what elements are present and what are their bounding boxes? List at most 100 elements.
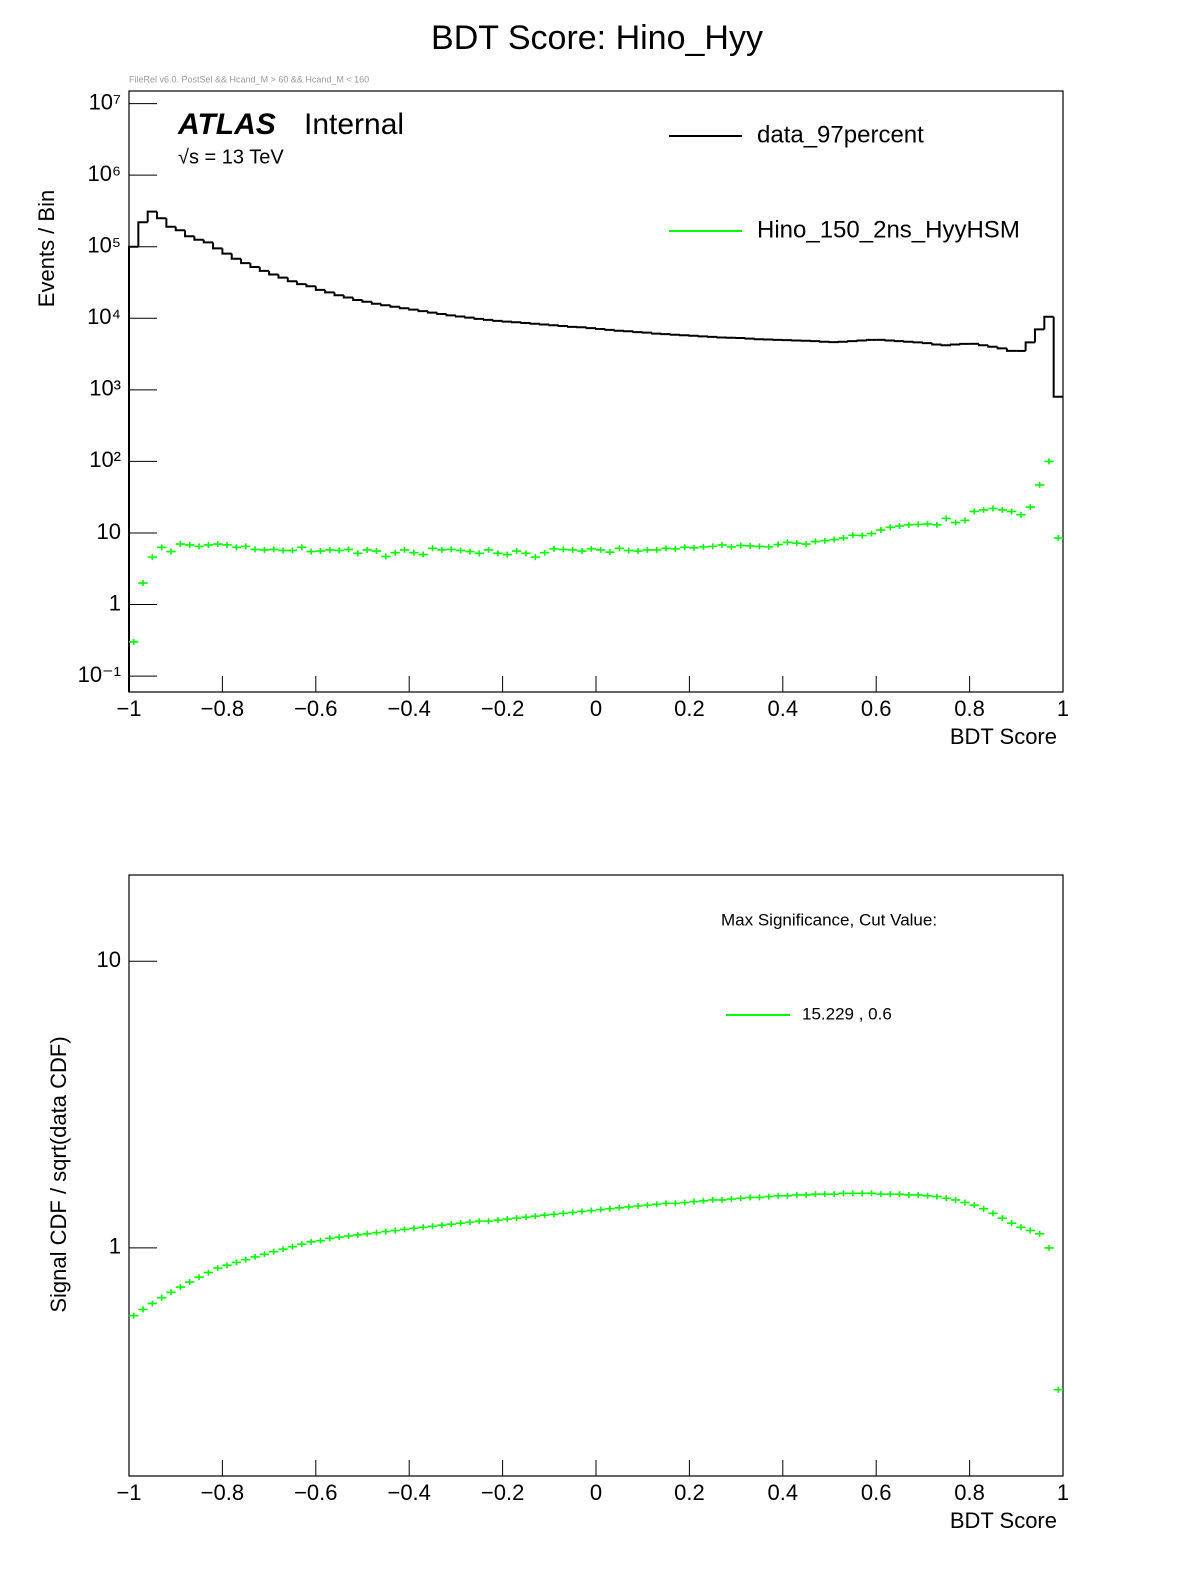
marker xyxy=(213,541,223,548)
histogram-step xyxy=(454,315,466,318)
marker xyxy=(539,549,550,556)
marker xyxy=(334,547,344,554)
histogram-step xyxy=(398,306,410,310)
histogram-step xyxy=(595,327,606,330)
marker xyxy=(399,546,410,553)
marker xyxy=(269,1248,279,1255)
histogram-step xyxy=(753,338,765,341)
histogram-step xyxy=(510,321,522,324)
marker xyxy=(259,1251,270,1258)
marker xyxy=(166,548,176,555)
histogram-step xyxy=(464,316,475,319)
marker xyxy=(241,543,251,550)
marker xyxy=(157,1294,167,1301)
histogram-step xyxy=(174,226,186,232)
marker xyxy=(567,546,578,553)
y-axis-title: Events / Bin xyxy=(34,190,59,307)
x-tick-label: −0.2 xyxy=(481,1480,524,1505)
marker xyxy=(726,1196,737,1203)
marker xyxy=(614,545,625,552)
marker xyxy=(446,546,456,553)
histogram-step xyxy=(193,236,204,241)
histogram-step xyxy=(389,305,400,308)
marker xyxy=(904,521,914,528)
x-axis-title: BDT Score xyxy=(950,724,1057,749)
marker xyxy=(147,554,158,561)
marker xyxy=(325,1235,335,1242)
histogram-step xyxy=(949,343,961,346)
x-tick-label: 0.6 xyxy=(861,696,892,721)
histogram-step xyxy=(380,303,391,307)
marker xyxy=(213,1265,223,1272)
marker xyxy=(315,1237,326,1244)
marker xyxy=(633,1203,643,1210)
marker xyxy=(717,1196,727,1203)
histogram-step xyxy=(884,339,895,342)
marker xyxy=(465,1219,475,1226)
histogram-step xyxy=(1033,328,1045,343)
marker xyxy=(1053,535,1063,542)
plot-frame xyxy=(128,874,1064,1477)
marker xyxy=(147,1300,158,1307)
histogram-step xyxy=(249,263,260,269)
histogram-step xyxy=(370,301,382,305)
histogram-step xyxy=(903,340,914,343)
marker xyxy=(866,1190,877,1197)
marker xyxy=(829,1191,839,1198)
marker xyxy=(922,520,933,527)
histogram-step xyxy=(697,335,709,338)
histogram-step xyxy=(361,300,372,303)
histogram-step xyxy=(156,211,167,220)
marker xyxy=(250,1253,260,1260)
marker xyxy=(801,541,811,548)
marker xyxy=(175,1284,186,1291)
marker xyxy=(773,1192,783,1199)
histogram-step xyxy=(146,210,158,223)
marker xyxy=(670,545,681,552)
marker xyxy=(381,553,391,560)
marker xyxy=(194,1274,204,1281)
marker xyxy=(904,1191,914,1198)
marker xyxy=(418,1224,428,1231)
legend-label: 15.229 , 0.6 xyxy=(802,1004,892,1023)
marker xyxy=(390,549,400,556)
histogram-step xyxy=(277,274,288,279)
atlas-label: ATLAS xyxy=(177,108,276,141)
histogram-step xyxy=(184,230,195,238)
histogram-step xyxy=(977,343,989,347)
histogram-step xyxy=(987,345,998,348)
marker xyxy=(474,550,484,557)
marker xyxy=(539,1212,550,1219)
marker xyxy=(988,505,998,512)
marker xyxy=(913,1191,923,1198)
marker xyxy=(371,1229,382,1236)
histogram-step xyxy=(286,277,298,283)
histogram-step xyxy=(1052,316,1063,398)
marker xyxy=(138,1306,148,1313)
marker xyxy=(1044,1244,1054,1251)
x-tick-label: 0 xyxy=(590,696,602,721)
marker xyxy=(399,1226,410,1233)
marker xyxy=(549,1211,559,1218)
marker xyxy=(231,544,242,551)
marker xyxy=(138,580,148,587)
marker xyxy=(969,508,979,515)
marker xyxy=(810,538,821,545)
x-tick-label: 1 xyxy=(1057,1480,1069,1505)
marker xyxy=(446,1221,456,1228)
marker xyxy=(670,1200,681,1207)
marker xyxy=(857,1190,867,1197)
histogram-step xyxy=(1005,348,1017,352)
marker xyxy=(521,1214,531,1221)
histogram-step xyxy=(688,334,699,337)
x-tick-label: 0.2 xyxy=(674,696,705,721)
x-tick-label: −0.4 xyxy=(387,696,430,721)
energy-label: √s = 13 TeV xyxy=(178,146,284,168)
marker xyxy=(661,545,671,552)
x-tick-label: 0.4 xyxy=(768,1480,799,1505)
marker xyxy=(652,546,662,553)
histogram-step xyxy=(426,311,438,314)
marker xyxy=(605,1205,615,1212)
marker xyxy=(792,540,802,547)
marker xyxy=(736,542,746,549)
